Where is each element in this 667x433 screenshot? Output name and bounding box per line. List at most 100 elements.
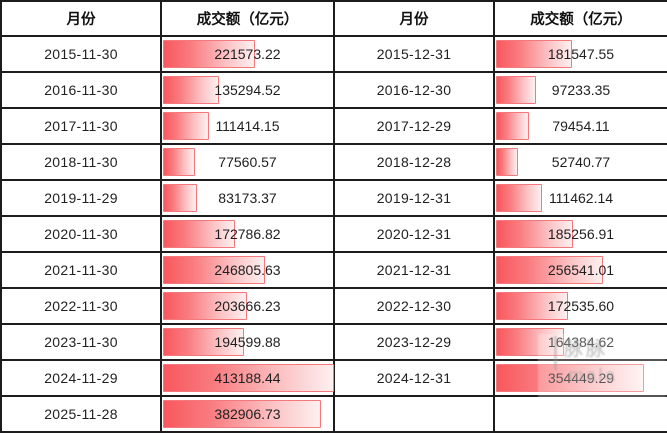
value-databar: [163, 364, 334, 392]
header-month-left: 月份: [0, 0, 162, 37]
amount-cell: 194599.88: [160, 323, 335, 361]
month-cell: 2019-11-29: [0, 179, 162, 217]
month-cell: 2021-11-30: [0, 251, 162, 289]
table-row: 2025-11-28 382906.73: [0, 395, 667, 433]
amount-cell: 135294.52: [160, 71, 335, 109]
month-cell: 2019-12-31: [333, 179, 495, 217]
amount-cell: 164384.62: [493, 323, 667, 361]
amount-value: 172786.82: [214, 226, 281, 242]
amount-cell: 181547.55: [493, 35, 667, 73]
value-databar: [496, 292, 568, 320]
table-row: 2017-11-30 111414.15 2017-12-29 79454.11: [0, 107, 667, 145]
month-cell: 2017-12-29: [333, 107, 495, 145]
month-cell: 2015-12-31: [333, 35, 495, 73]
header-amount-left: 成交额（亿元）: [160, 0, 335, 37]
table-row: 2018-11-30 77560.57 2018-12-28 52740.77: [0, 143, 667, 181]
amount-value: 354449.29: [547, 370, 615, 386]
table-row: 2015-11-30 221573.22 2015-12-31 181547.55: [0, 35, 667, 73]
value-databar: [496, 148, 518, 176]
month-cell: 2022-11-30: [0, 287, 162, 325]
table-row: 2020-11-30 172786.82 2020-12-31 185256.91: [0, 215, 667, 253]
amount-cell: 413188.44: [160, 359, 335, 397]
month-cell: 2017-11-30: [0, 107, 162, 145]
amount-value: 111462.14: [548, 190, 614, 206]
month-cell: 2020-12-31: [333, 215, 495, 253]
amount-value: 97233.35: [551, 82, 611, 98]
amount-cell: 256541.01: [493, 251, 667, 289]
value-databar: [496, 220, 574, 248]
value-databar: [496, 364, 644, 392]
month-cell: 2023-11-30: [0, 323, 162, 361]
amount-cell: 79454.11: [493, 107, 667, 145]
amount-value: 135294.52: [214, 82, 281, 98]
month-cell: 2016-12-30: [333, 71, 495, 109]
table-row: 2021-11-30 246805.63 2021-12-31 256541.01: [0, 251, 667, 289]
amount-cell: 111414.15: [160, 107, 335, 145]
amount-cell: 97233.35: [493, 71, 667, 109]
amount-value: 52740.77: [551, 154, 611, 170]
month-cell: 2020-11-30: [0, 215, 162, 253]
value-databar: [163, 112, 210, 140]
value-databar: [496, 112, 530, 140]
amount-value: 79454.11: [552, 118, 610, 134]
amount-cell: 354449.29: [493, 359, 667, 397]
value-databar: [163, 220, 235, 248]
amount-cell: 172535.60: [493, 287, 667, 325]
table-row: 2023-11-30 194599.88 2023-12-29 164384.62: [0, 323, 667, 361]
month-cell: 2018-11-30: [0, 143, 162, 181]
month-cell: 2015-11-30: [0, 35, 162, 73]
value-databar: [163, 292, 248, 320]
value-databar: [163, 40, 255, 68]
table-row: 2022-11-30 203666.23 2022-12-30 172535.60: [0, 287, 667, 325]
value-databar: [163, 148, 196, 176]
month-cell: 2023-12-29: [333, 323, 495, 361]
table-row: 2024-11-29 413188.44 2024-12-31 354449.29: [0, 359, 667, 397]
header-row: 月份 成交额（亿元） 月份 成交额（亿元）: [0, 0, 667, 37]
table-row: 2016-11-30 135294.52 2016-12-30 97233.35: [0, 71, 667, 109]
amount-cell: 111462.14: [493, 179, 667, 217]
amount-value: 185256.91: [547, 226, 615, 242]
header-amount-right: 成交额（亿元）: [493, 0, 667, 37]
value-databar: [496, 184, 543, 212]
value-databar: [163, 328, 244, 356]
amount-value: 413188.44: [214, 370, 281, 386]
amount-value: 256541.01: [547, 262, 615, 278]
amount-cell: 382906.73: [160, 395, 335, 433]
amount-cell: 172786.82: [160, 215, 335, 253]
value-databar: [163, 256, 266, 284]
amount-value: 181547.55: [547, 46, 615, 62]
amount-cell: [493, 395, 667, 433]
table-header: 月份 成交额（亿元） 月份 成交额（亿元）: [0, 0, 667, 37]
amount-cell: 246805.63: [160, 251, 335, 289]
amount-value: 194599.88: [214, 334, 281, 350]
amount-value: 382906.73: [214, 406, 281, 422]
month-cell: 2024-11-29: [0, 359, 162, 397]
month-cell: 2022-12-30: [333, 287, 495, 325]
table-body: 2015-11-30 221573.22 2015-12-31 181547.55 20…: [0, 35, 667, 433]
amount-cell: 203666.23: [160, 287, 335, 325]
value-databar: [496, 40, 572, 68]
amount-value: 172535.60: [547, 298, 615, 314]
value-databar: [163, 400, 322, 428]
amount-value: 111414.15: [215, 118, 280, 134]
amount-value: 77560.57: [218, 154, 277, 170]
month-cell: 2024-12-31: [333, 359, 495, 397]
table-row: 2019-11-29 83173.37 2019-12-31 111462.14: [0, 179, 667, 217]
amount-value: 164384.62: [547, 334, 615, 350]
value-databar: [163, 76, 219, 104]
amount-cell: 185256.91: [493, 215, 667, 253]
amount-value: 221573.22: [214, 46, 281, 62]
value-databar: [496, 328, 565, 356]
amount-value: 83173.37: [218, 190, 277, 206]
month-cell: 2021-12-31: [333, 251, 495, 289]
amount-cell: 52740.77: [493, 143, 667, 181]
month-cell: [333, 395, 495, 433]
amount-cell: 221573.22: [160, 35, 335, 73]
amount-cell: 77560.57: [160, 143, 335, 181]
header-month-right: 月份: [333, 0, 495, 37]
amount-value: 203666.23: [214, 298, 281, 314]
value-databar: [496, 76, 537, 104]
amount-cell: 83173.37: [160, 179, 335, 217]
